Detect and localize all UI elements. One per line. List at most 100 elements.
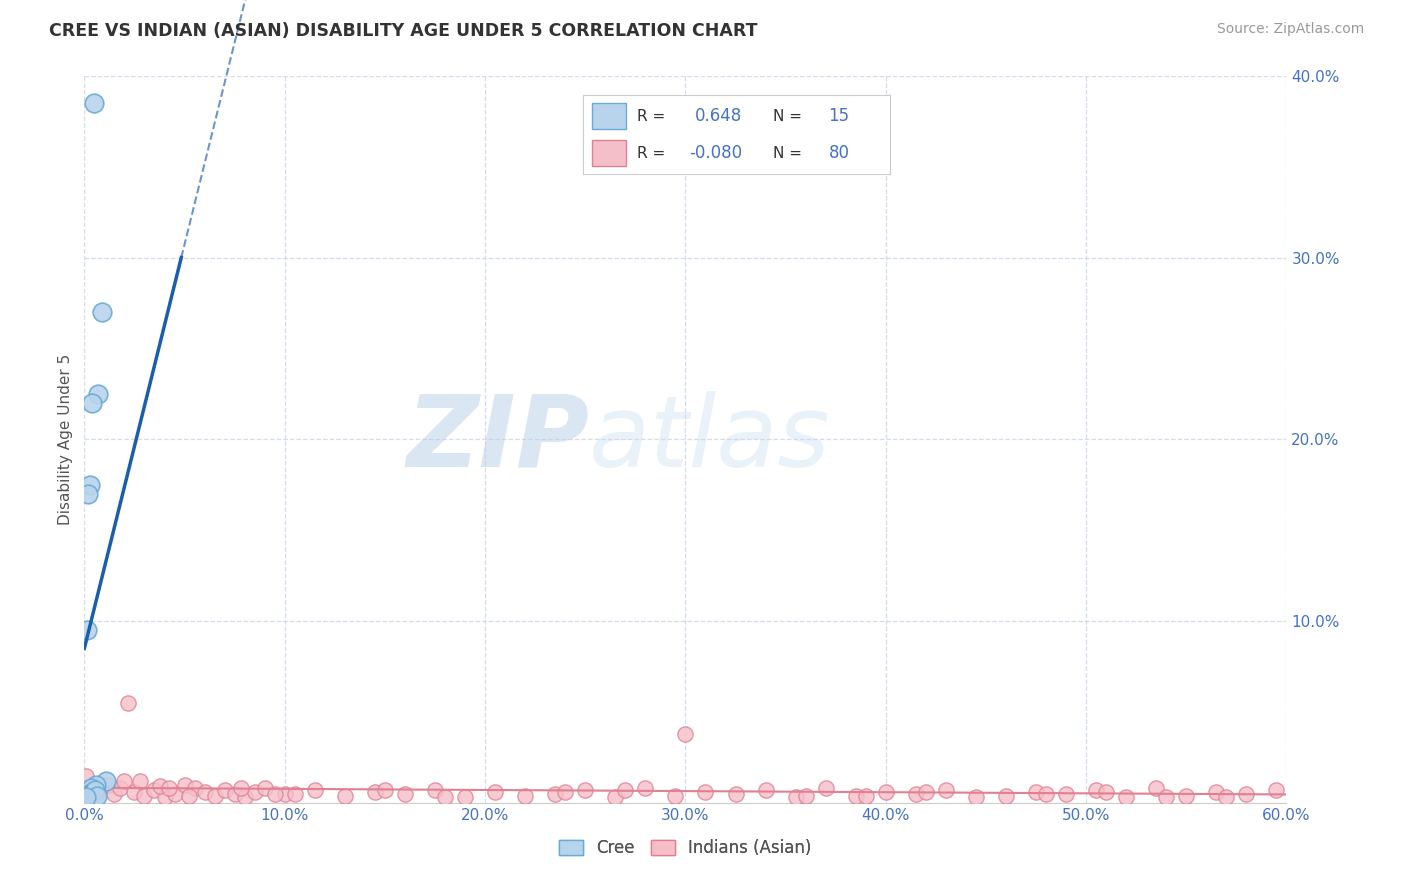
- Point: [515, 789, 537, 803]
- Point: [695, 785, 717, 799]
- Point: [845, 789, 868, 803]
- Point: [84, 783, 107, 797]
- Point: [204, 789, 226, 803]
- Point: [214, 783, 236, 797]
- Point: [97, 778, 120, 792]
- Point: [83, 785, 105, 799]
- Point: [1035, 787, 1057, 801]
- Point: [224, 787, 246, 801]
- Point: [374, 783, 396, 797]
- Point: [82, 790, 104, 805]
- Point: [79, 781, 101, 796]
- Point: [76, 623, 98, 637]
- Point: [634, 781, 657, 796]
- Point: [96, 774, 118, 789]
- Point: [333, 789, 356, 803]
- Point: [82, 785, 104, 799]
- Text: CREE VS INDIAN (ASIAN) DISABILITY AGE UNDER 5 CORRELATION CHART: CREE VS INDIAN (ASIAN) DISABILITY AGE UN…: [49, 22, 758, 40]
- Y-axis label: Disability Age Under 5: Disability Age Under 5: [58, 354, 73, 524]
- Point: [183, 781, 205, 796]
- Text: atlas: atlas: [589, 391, 831, 488]
- Point: [855, 789, 877, 803]
- Point: [1115, 790, 1137, 805]
- Point: [75, 768, 97, 782]
- Point: [605, 790, 627, 805]
- Point: [110, 781, 132, 796]
- Point: [1265, 783, 1288, 797]
- Point: [394, 787, 416, 801]
- Point: [614, 783, 637, 797]
- Point: [143, 783, 166, 797]
- Point: [794, 789, 817, 803]
- Point: [91, 305, 114, 319]
- Point: [124, 785, 146, 799]
- Point: [103, 787, 125, 801]
- Text: ZIP: ZIP: [406, 391, 589, 488]
- Legend: Cree, Indians (Asian): Cree, Indians (Asian): [553, 832, 818, 863]
- Point: [664, 789, 686, 803]
- Point: [77, 487, 100, 501]
- Point: [194, 785, 217, 799]
- Point: [89, 783, 111, 797]
- Point: [263, 787, 285, 801]
- Point: [1095, 785, 1118, 799]
- Point: [755, 783, 778, 797]
- Point: [134, 789, 156, 803]
- Point: [243, 785, 266, 799]
- Point: [1156, 790, 1178, 805]
- Point: [86, 789, 108, 803]
- Point: [163, 787, 186, 801]
- Point: [253, 781, 276, 796]
- Point: [153, 790, 176, 805]
- Point: [117, 696, 139, 710]
- Point: [1085, 783, 1108, 797]
- Point: [93, 780, 115, 794]
- Point: [544, 787, 567, 801]
- Point: [177, 789, 200, 803]
- Point: [173, 778, 195, 792]
- Point: [86, 789, 108, 803]
- Point: [904, 787, 927, 801]
- Point: [675, 727, 697, 741]
- Point: [484, 785, 506, 799]
- Point: [995, 789, 1018, 803]
- Point: [149, 780, 172, 794]
- Point: [1215, 790, 1237, 805]
- Point: [75, 790, 97, 805]
- Point: [1144, 781, 1167, 796]
- Point: [274, 787, 297, 801]
- Point: [77, 787, 100, 801]
- Point: [229, 781, 252, 796]
- Point: [233, 790, 256, 805]
- Point: [1236, 787, 1258, 801]
- Point: [304, 783, 326, 797]
- Point: [554, 785, 576, 799]
- Point: [284, 787, 307, 801]
- Point: [82, 396, 104, 410]
- Point: [87, 387, 110, 401]
- Point: [935, 783, 957, 797]
- Point: [423, 783, 446, 797]
- Point: [785, 790, 807, 805]
- Point: [724, 787, 747, 801]
- Point: [875, 785, 897, 799]
- Point: [114, 774, 135, 789]
- Point: [83, 96, 105, 111]
- Point: [814, 781, 837, 796]
- Point: [1175, 789, 1198, 803]
- Point: [1025, 785, 1047, 799]
- Point: [157, 781, 180, 796]
- Point: [79, 477, 101, 491]
- Point: [574, 783, 596, 797]
- Point: [434, 790, 457, 805]
- Point: [86, 778, 108, 792]
- Text: Source: ZipAtlas.com: Source: ZipAtlas.com: [1216, 22, 1364, 37]
- Point: [79, 787, 101, 801]
- Point: [915, 785, 938, 799]
- Point: [129, 774, 152, 789]
- Point: [80, 781, 103, 796]
- Point: [454, 790, 477, 805]
- Point: [1205, 785, 1227, 799]
- Point: [364, 785, 387, 799]
- Point: [965, 790, 987, 805]
